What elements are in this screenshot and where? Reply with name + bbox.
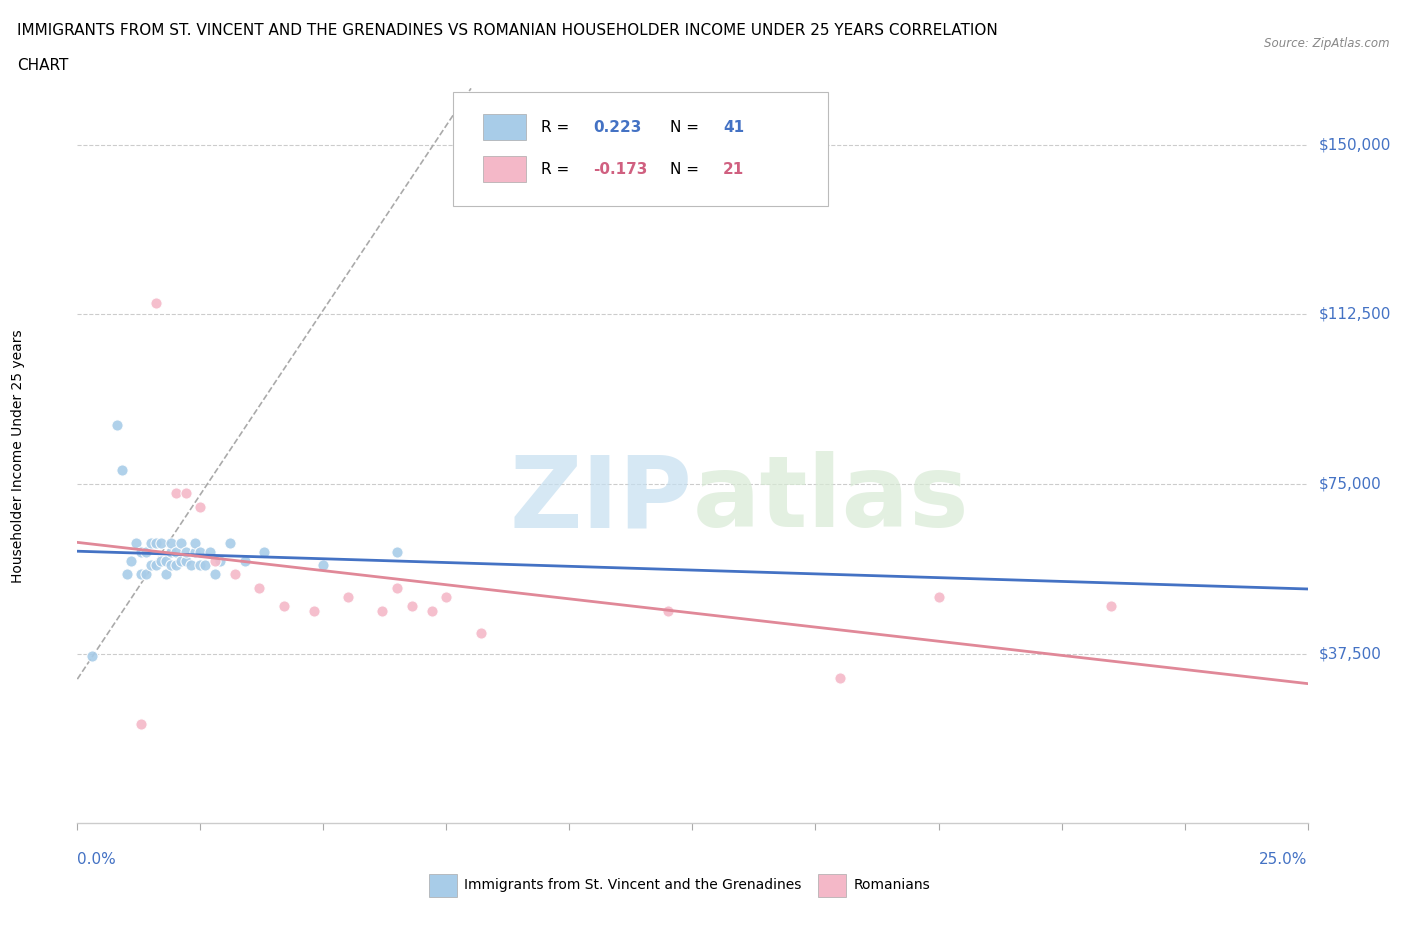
- Text: $75,000: $75,000: [1319, 476, 1382, 491]
- Point: [135, 567, 157, 582]
- Point: [180, 558, 202, 573]
- Point: [160, 544, 183, 559]
- Point: [129, 544, 153, 559]
- Point: [125, 536, 148, 551]
- Point: [135, 544, 157, 559]
- FancyBboxPatch shape: [484, 114, 526, 140]
- Point: [160, 536, 183, 551]
- Point: [200, 544, 222, 559]
- Point: [82, 648, 104, 663]
- Point: [115, 567, 138, 582]
- Point: [233, 553, 256, 568]
- Text: 0.223: 0.223: [593, 120, 641, 135]
- Text: CHART: CHART: [17, 58, 69, 73]
- Point: [385, 580, 409, 595]
- Text: IMMIGRANTS FROM ST. VINCENT AND THE GRENADINES VS ROMANIAN HOUSEHOLDER INCOME UN: IMMIGRANTS FROM ST. VINCENT AND THE GREN…: [17, 23, 998, 38]
- Text: N =: N =: [671, 120, 704, 135]
- Text: Householder Income Under 25 years: Householder Income Under 25 years: [11, 329, 25, 582]
- Point: [249, 580, 271, 595]
- Point: [165, 558, 187, 573]
- Point: [155, 553, 177, 568]
- Text: 0.0%: 0.0%: [77, 853, 117, 868]
- FancyBboxPatch shape: [484, 156, 526, 182]
- Point: [371, 604, 394, 618]
- Point: [188, 499, 212, 514]
- Text: Source: ZipAtlas.com: Source: ZipAtlas.com: [1264, 37, 1389, 50]
- Text: -0.173: -0.173: [593, 162, 647, 177]
- Point: [145, 296, 167, 311]
- Point: [121, 553, 143, 568]
- Text: $37,500: $37,500: [1319, 646, 1382, 661]
- Point: [194, 558, 217, 573]
- Point: [184, 536, 207, 551]
- Point: [188, 544, 212, 559]
- Text: Immigrants from St. Vincent and the Grenadines: Immigrants from St. Vincent and the Gren…: [464, 878, 801, 893]
- Text: R =: R =: [541, 120, 574, 135]
- Point: [155, 567, 177, 582]
- Point: [401, 599, 423, 614]
- Text: 41: 41: [723, 120, 744, 135]
- Point: [420, 604, 443, 618]
- Point: [302, 604, 325, 618]
- Point: [141, 558, 163, 573]
- Point: [150, 536, 173, 551]
- Point: [385, 544, 409, 559]
- Point: [174, 485, 197, 500]
- Point: [174, 544, 197, 559]
- Text: atlas: atlas: [693, 451, 969, 549]
- Point: [129, 567, 153, 582]
- Point: [224, 567, 246, 582]
- Point: [150, 553, 173, 568]
- Point: [204, 553, 226, 568]
- Text: ZIP: ZIP: [509, 451, 693, 549]
- Point: [174, 553, 197, 568]
- Point: [1099, 599, 1122, 614]
- Text: $150,000: $150,000: [1319, 138, 1391, 153]
- Point: [219, 536, 242, 551]
- FancyBboxPatch shape: [453, 92, 828, 206]
- Text: Romanians: Romanians: [853, 878, 931, 893]
- Point: [253, 544, 276, 559]
- Point: [141, 536, 163, 551]
- Point: [928, 590, 950, 604]
- Text: 21: 21: [723, 162, 744, 177]
- Point: [165, 544, 187, 559]
- Point: [188, 558, 212, 573]
- Point: [111, 463, 132, 478]
- Point: [170, 553, 193, 568]
- Point: [337, 590, 360, 604]
- Point: [470, 626, 492, 641]
- Point: [209, 553, 232, 568]
- Point: [105, 418, 128, 432]
- Point: [312, 558, 335, 573]
- Point: [204, 567, 226, 582]
- Text: 25.0%: 25.0%: [1260, 853, 1308, 868]
- Point: [129, 716, 153, 731]
- Text: $112,500: $112,500: [1319, 307, 1391, 322]
- Text: N =: N =: [671, 162, 704, 177]
- Point: [657, 604, 679, 618]
- Point: [170, 536, 193, 551]
- Point: [160, 558, 183, 573]
- Point: [145, 558, 167, 573]
- Point: [165, 485, 187, 500]
- Point: [184, 544, 207, 559]
- Point: [273, 599, 295, 614]
- Text: R =: R =: [541, 162, 574, 177]
- Point: [830, 671, 852, 685]
- Point: [145, 536, 167, 551]
- Point: [436, 590, 458, 604]
